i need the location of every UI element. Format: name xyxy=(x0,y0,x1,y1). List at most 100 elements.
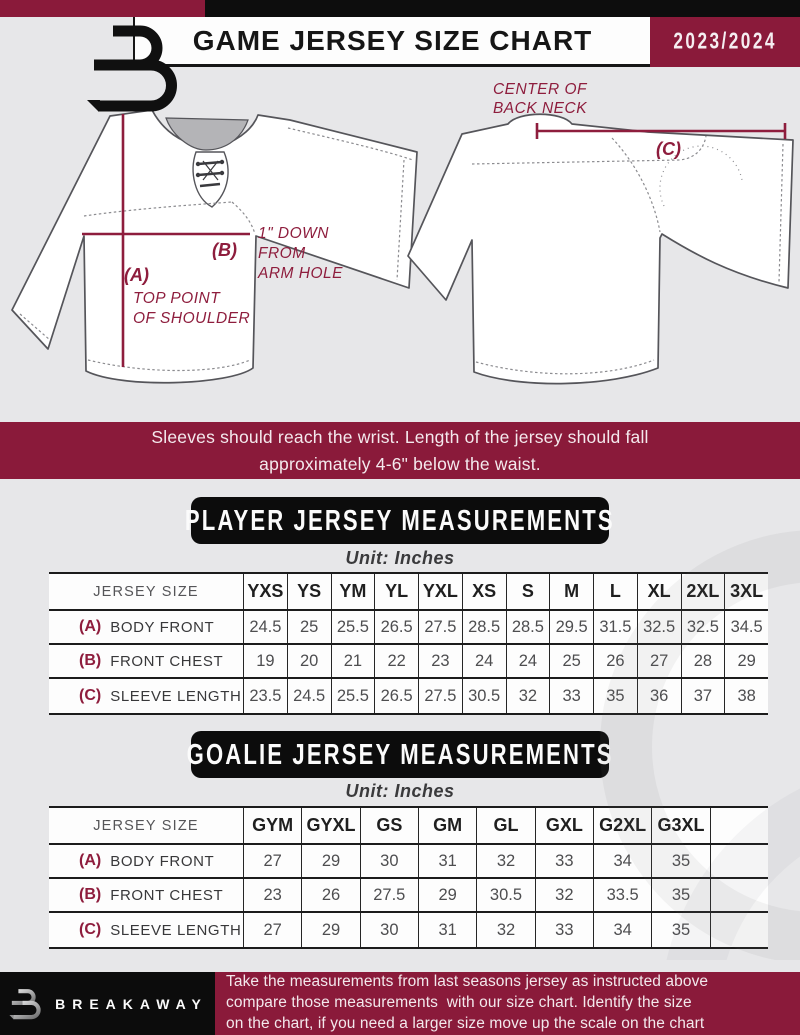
size-header xyxy=(709,808,768,843)
table-header-row: JERSEY SIZE YXS YS YM YL YXL XS S M L XL 2XL 3XL xyxy=(49,574,768,611)
size-value: 20 xyxy=(286,645,331,677)
row-label: (B) FRONT CHEST xyxy=(49,645,243,677)
size-value: 23 xyxy=(418,645,462,677)
size-column-header: JERSEY SIZE xyxy=(93,817,199,834)
table-row: (A) BODY FRONT 27 29 30 31 32 33 34 35 xyxy=(49,845,768,879)
size-value: 19 xyxy=(243,645,287,677)
measure-key: (B) xyxy=(79,652,102,669)
measure-label: BODY FRONT xyxy=(110,618,215,636)
front-laces xyxy=(197,160,223,188)
size-value: 31.5 xyxy=(593,611,637,643)
row-label: (B) FRONT CHEST xyxy=(49,879,243,911)
annotation-b-line2: FROM xyxy=(258,245,306,262)
table-row: (B) FRONT CHEST 23 26 27.5 29 30.5 32 33.5 35 xyxy=(49,879,768,913)
size-value: 21 xyxy=(330,645,375,677)
size-value: 30 xyxy=(359,913,418,947)
title-bar: GAME JERSEY SIZE CHART xyxy=(133,17,650,67)
fit-notice-line2: approximately 4-6" below the waist. xyxy=(259,453,541,474)
size-header: G3XL xyxy=(651,808,709,843)
size-value: 29 xyxy=(724,645,768,677)
goalie-section-banner: GOALIE JERSEY MEASUREMENTS xyxy=(187,731,611,778)
measure-label: FRONT CHEST xyxy=(110,652,224,670)
annotation-a-line2: OF SHOULDER xyxy=(133,310,250,327)
footer-note: Take the measurements from last seasons … xyxy=(215,972,800,1035)
table-row: (B) FRONT CHEST 19 20 21 22 23 24 24 25 26 27 28 29 xyxy=(49,645,768,679)
size-value: 26 xyxy=(593,645,637,677)
size-header: GYM xyxy=(243,808,301,843)
season-label: 2023/2024 xyxy=(673,28,777,55)
size-value: 36 xyxy=(636,679,681,713)
size-value: 29 xyxy=(301,913,359,947)
size-value: 26 xyxy=(301,879,359,911)
fit-notice-line1: Sleeves should reach the wrist. Length o… xyxy=(151,427,649,448)
label-c: (C) xyxy=(656,139,681,159)
size-header: YS xyxy=(286,574,331,609)
size-value: 28.5 xyxy=(461,611,506,643)
stitch-lines xyxy=(19,127,784,375)
breakaway-logo-footer-icon xyxy=(9,988,41,1019)
size-value: 30 xyxy=(359,845,418,877)
size-value: 27 xyxy=(243,845,301,877)
size-value: 31 xyxy=(417,913,476,947)
front-neck-inner xyxy=(165,117,249,151)
size-value: 27 xyxy=(636,645,681,677)
size-value: 25 xyxy=(549,645,593,677)
size-value: 24.5 xyxy=(243,611,287,643)
size-value: 32 xyxy=(534,879,593,911)
size-header: XL xyxy=(636,574,681,609)
size-value: 35 xyxy=(593,679,637,713)
size-header: G2XL xyxy=(592,808,651,843)
size-header: 3XL xyxy=(724,574,768,609)
goalie-size-table: JERSEY SIZE GYM GYXL GS GM GL GXL G2XL G3XL (A) BO… xyxy=(49,806,768,949)
size-value xyxy=(709,845,768,877)
size-value: 27.5 xyxy=(359,879,418,911)
annotation-c-line2: BACK NECK xyxy=(493,100,587,117)
player-unit-label: Unit: Inches xyxy=(345,548,455,568)
table-row: (A) BODY FRONT 24.5 25 25.5 26.5 27.5 28.5 28.5 2… xyxy=(49,611,768,645)
row-label: (C) SLEEVE LENGTH xyxy=(49,679,243,713)
size-value: 34 xyxy=(592,845,651,877)
annotation-a-line1: TOP POINT xyxy=(133,290,221,307)
size-value: 32 xyxy=(505,679,550,713)
footer-note-line1: Take the measurements from last seasons … xyxy=(226,973,709,991)
size-header: GM xyxy=(417,808,476,843)
measure-key: (C) xyxy=(79,921,102,938)
front-lace-placket xyxy=(192,151,229,208)
player-section-banner: PLAYER JERSEY MEASUREMENTS xyxy=(185,497,613,544)
size-value: 34 xyxy=(592,913,651,947)
size-value: 29 xyxy=(417,879,476,911)
size-value: 25.5 xyxy=(330,611,375,643)
size-header: M xyxy=(549,574,593,609)
measure-label: BODY FRONT xyxy=(110,852,215,870)
jersey-diagrams: (A) TOP POINT OF SHOULDER (B) 1" DOWN FR… xyxy=(11,81,794,385)
size-value: 25.5 xyxy=(330,679,375,713)
size-value: 25 xyxy=(286,611,331,643)
size-value: 32.5 xyxy=(636,611,681,643)
measure-key: (B) xyxy=(79,886,102,903)
size-value: 26.5 xyxy=(374,679,418,713)
size-value: 33.5 xyxy=(592,879,651,911)
size-value: 31 xyxy=(417,845,476,877)
size-value: 24.5 xyxy=(286,679,331,713)
footer-brand-block: BREAKAWAY xyxy=(0,972,215,1035)
size-value: 37 xyxy=(680,679,725,713)
size-header: GS xyxy=(359,808,418,843)
annotation-c-line1: CENTER OF xyxy=(493,81,588,98)
size-header: XS xyxy=(461,574,506,609)
size-header: GL xyxy=(476,808,534,843)
size-value: 27.5 xyxy=(418,679,462,713)
size-value: 27 xyxy=(243,913,301,947)
size-value: 27.5 xyxy=(418,611,462,643)
size-value: 33 xyxy=(534,913,593,947)
annotation-b-line3: ARM HOLE xyxy=(257,265,343,282)
fit-notice-banner: Sleeves should reach the wrist. Length o… xyxy=(0,422,800,479)
size-value: 29.5 xyxy=(549,611,593,643)
size-value: 35 xyxy=(651,913,709,947)
size-value: 23.5 xyxy=(243,679,287,713)
size-header: GYXL xyxy=(301,808,359,843)
size-value: 26.5 xyxy=(374,611,418,643)
table-row: (C) SLEEVE LENGTH 27 29 30 31 32 33 34 35 xyxy=(49,913,768,947)
footer-note-line2: compare those measurements with our size… xyxy=(226,994,692,1012)
front-lace-dots xyxy=(195,159,225,178)
